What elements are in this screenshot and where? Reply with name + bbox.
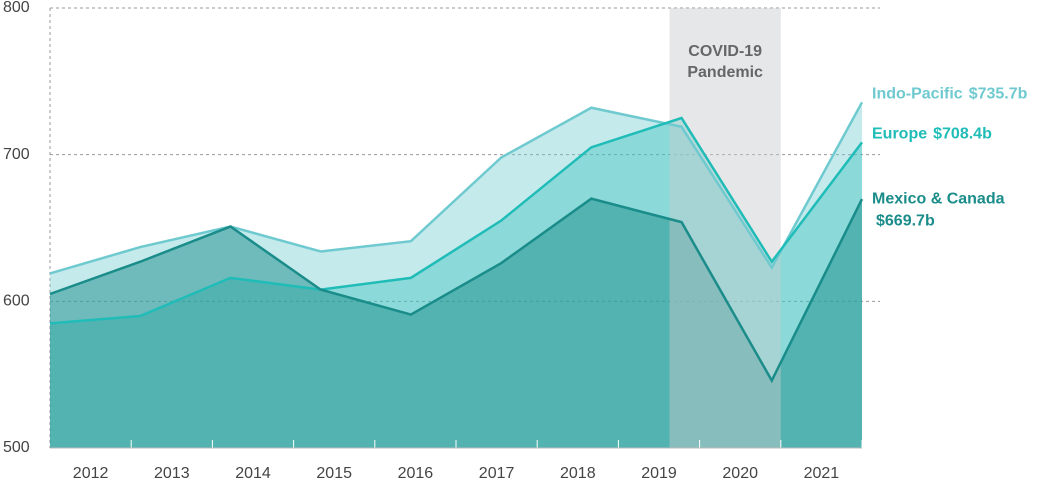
legend-label: Europe (872, 126, 927, 143)
legend-label: Indo-Pacific (872, 86, 963, 103)
y-tick-label: 700 (3, 146, 30, 163)
legend-label: Mexico & Canada (872, 190, 1005, 207)
area (50, 198, 862, 448)
x-tick-label: 2016 (398, 465, 434, 482)
x-tick-label: 2013 (154, 465, 190, 482)
value-label: $735.7b (969, 86, 1028, 103)
line (49, 116, 863, 325)
x-tick-label: 2017 (479, 465, 515, 482)
x-tick-label: 2015 (316, 465, 352, 482)
y-tick-label: 800 (3, 0, 30, 16)
x-tick-label: 2012 (73, 465, 109, 482)
value-label: $708.4b (933, 126, 992, 143)
annotation-band (669, 8, 781, 448)
line (49, 197, 864, 384)
annotation-text: Pandemic (687, 64, 763, 81)
x-tick-label: 2020 (722, 465, 758, 482)
line (49, 101, 864, 275)
x-tick-label: 2021 (804, 465, 840, 482)
x-tick-label: 2019 (641, 465, 677, 482)
x-tick-label: 2014 (235, 465, 271, 482)
x-tick-label: 2018 (560, 465, 596, 482)
y-tick-label: 500 (3, 439, 30, 456)
y-tick-label: 600 (3, 293, 30, 310)
annotation-text: COVID-19 (688, 43, 762, 60)
value-label: $669.7b (876, 212, 935, 229)
